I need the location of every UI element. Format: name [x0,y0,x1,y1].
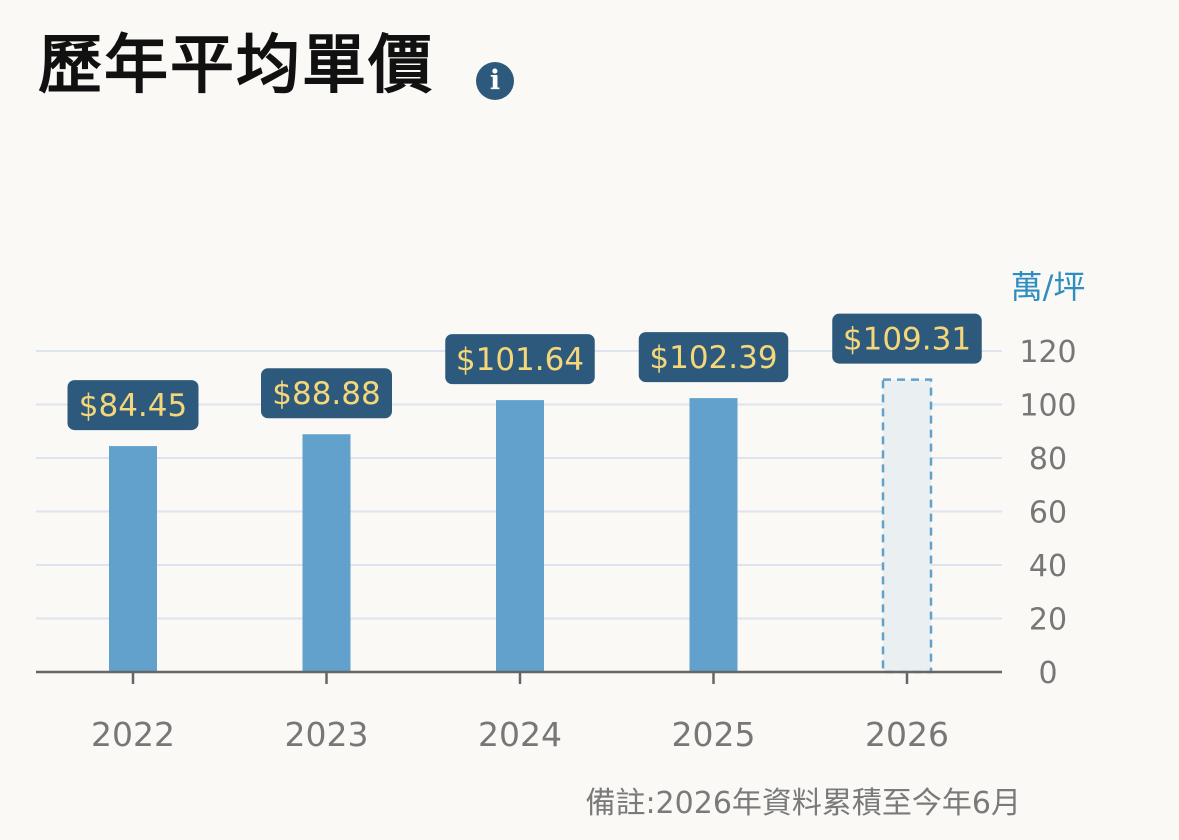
value-labels: $84.45 $88.88 $101.64 $102.39 $109.31 [67,313,982,431]
value-label: $88.88 [272,376,380,412]
bar[interactable] [496,400,544,672]
x-tick-label: 2026 [865,715,949,754]
value-label-badge [445,334,595,385]
y-tick-label: 40 [1029,549,1067,584]
value-label: $102.39 [649,340,777,376]
unit-label: 萬/坪 [1011,268,1086,306]
info-icon[interactable]: i [476,62,514,100]
value-label-badge [638,332,789,383]
y-tick-label: 80 [1029,442,1067,477]
x-tick-label: 2025 [672,715,756,754]
x-tick-label: 2022 [91,715,175,754]
bar[interactable] [689,398,738,672]
x-tick-label: 2024 [478,715,562,754]
x-tick-label: 2023 [285,715,369,754]
value-label-badge [261,368,392,419]
footnote: 備註:2026年資料累積至今年6月 [585,786,1021,821]
y-tick-label: 60 [1029,496,1067,531]
y-tick-label: 0 [1038,656,1057,691]
value-label-badge [67,380,199,431]
value-label: $84.45 [79,388,187,424]
page-title: 歷年平均單價 [38,29,434,103]
y-tick-label: 100 [1019,389,1076,424]
value-label: $101.64 [456,342,584,378]
y-tick-label: 20 [1029,603,1067,638]
bar[interactable] [109,446,157,672]
bar-partial-year[interactable] [881,378,933,674]
value-label: $109.31 [843,322,971,358]
bars [109,378,933,674]
axes: 0 20 40 60 80 100 120 2022 2023 2024 2025 2026 [36,335,1077,754]
bar[interactable] [302,434,351,672]
value-label-badge [832,313,982,364]
y-tick-label: 120 [1019,335,1076,370]
